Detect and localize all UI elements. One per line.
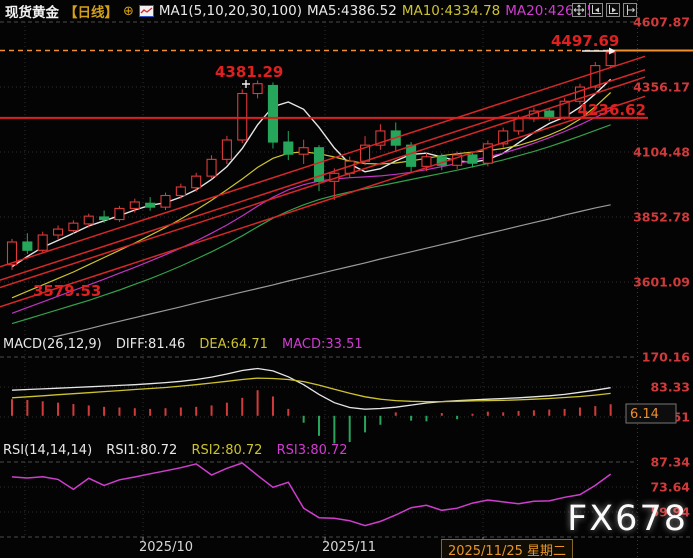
trendline bbox=[0, 55, 646, 268]
candle-body bbox=[574, 86, 586, 102]
candle-body bbox=[145, 202, 156, 208]
price-annotation: 3579.53 bbox=[33, 282, 101, 300]
macd-name: MACD(26,12,9) bbox=[3, 337, 102, 352]
chart-type-icon[interactable] bbox=[138, 5, 154, 17]
candle-body bbox=[298, 147, 309, 155]
price-axis-label: 3852.78 bbox=[633, 210, 690, 225]
candle-body bbox=[68, 222, 79, 232]
candle-body bbox=[52, 228, 64, 236]
rsi3-value: RSI3:80.72 bbox=[276, 443, 348, 458]
candle-body bbox=[267, 84, 279, 143]
candle-body bbox=[99, 216, 110, 221]
candle-body bbox=[421, 156, 432, 167]
trendline bbox=[0, 69, 646, 281]
chart-toolbar bbox=[572, 3, 637, 17]
time-label-oct: 2025/10 bbox=[138, 540, 194, 555]
candle-body bbox=[114, 207, 125, 221]
candle-body bbox=[237, 92, 248, 141]
candle-body bbox=[6, 241, 18, 266]
price-annotation: 4497.69 bbox=[551, 32, 619, 50]
candle-body bbox=[129, 201, 140, 209]
add-indicator-icon[interactable]: ⊕ bbox=[123, 3, 134, 19]
candle-body bbox=[283, 141, 294, 155]
candle-body bbox=[375, 130, 386, 146]
rsi1-value: RSI1:80.72 bbox=[106, 443, 178, 458]
candle-body bbox=[252, 83, 263, 95]
candle-body bbox=[221, 139, 232, 160]
price-axis-label: 4104.48 bbox=[633, 145, 690, 160]
pan-to-start-button[interactable] bbox=[589, 3, 603, 17]
macd-axis-label: 170.16 bbox=[642, 350, 691, 365]
ma-line-ma20 bbox=[11, 109, 611, 314]
move-tool-button[interactable] bbox=[572, 3, 586, 17]
arrow-head bbox=[609, 47, 616, 55]
time-label-current-date: 2025/11/25 星期二 bbox=[440, 539, 574, 558]
price-line-label: 4236.62 bbox=[578, 101, 646, 119]
candle-body bbox=[498, 130, 509, 145]
time-label-nov: 2025/11 bbox=[321, 540, 377, 555]
rsi-indicator-row: RSI(14,14,14) RSI1:80.72 RSI2:80.72 RSI3… bbox=[3, 443, 358, 458]
macd-diff-value: DIFF:81.46 bbox=[115, 337, 186, 352]
candle-body bbox=[482, 143, 493, 164]
rsi-axis-label: 73.64 bbox=[650, 480, 690, 495]
ma5-value: MA5:4386.52 bbox=[306, 3, 397, 19]
pan-to-end-button[interactable] bbox=[606, 3, 620, 17]
macd-dea-value: DEA:64.71 bbox=[199, 337, 268, 352]
price-annotation: 4381.29 bbox=[215, 63, 283, 81]
scroll-to-latest-button[interactable] bbox=[623, 3, 637, 17]
ma-line-ma100 bbox=[51, 204, 611, 337]
candle-body bbox=[605, 52, 616, 67]
candle-body bbox=[467, 154, 478, 164]
macd-dea-line bbox=[11, 377, 611, 403]
candle-body bbox=[191, 175, 202, 189]
candle-body bbox=[160, 194, 171, 208]
candle-body bbox=[206, 158, 217, 177]
candle-body bbox=[37, 234, 48, 251]
price-axis-label: 4607.87 bbox=[633, 15, 690, 30]
macd-macd-value: MACD:33.51 bbox=[282, 337, 363, 352]
rsi-line bbox=[11, 462, 612, 527]
candle-body bbox=[406, 144, 417, 167]
candle-body bbox=[590, 65, 601, 88]
ma-line-ma10 bbox=[11, 92, 612, 299]
symbol-name: 现货黄金 bbox=[5, 5, 59, 21]
macd-dif-line bbox=[11, 367, 611, 410]
candle-body bbox=[452, 154, 463, 166]
trendline bbox=[0, 76, 646, 289]
candle-body bbox=[513, 118, 524, 132]
period-label: 【日线】 bbox=[64, 5, 118, 21]
macd-indicator-row: MACD(26,12,9) DIFF:81.46 DEA:64.71 MACD:… bbox=[3, 337, 373, 352]
rsi-name: RSI(14,14,14) bbox=[3, 443, 93, 458]
candle-body bbox=[544, 110, 555, 118]
macd-axis-label: 83.33 bbox=[650, 380, 690, 395]
macd-current-value-box bbox=[625, 403, 677, 424]
time-axis: 2025/10 2025/11 2025/11/25 星期二 bbox=[0, 538, 693, 558]
candle-body bbox=[83, 215, 94, 225]
rsi2-value: RSI2:80.72 bbox=[191, 443, 263, 458]
ma10-value: MA10:4334.78 bbox=[401, 3, 501, 19]
ma-line-ma5 bbox=[11, 78, 612, 268]
ma-line-ma30 bbox=[11, 124, 611, 325]
candle-body bbox=[175, 186, 186, 197]
cross-marker bbox=[242, 80, 250, 88]
price-axis-label: 4356.17 bbox=[633, 80, 690, 95]
macd-current-value: 6.14 bbox=[630, 407, 659, 422]
ma-settings-label: MA1(5,10,20,30,100) bbox=[158, 3, 302, 19]
candle-body bbox=[22, 241, 33, 251]
price-axis-label: 3601.09 bbox=[633, 275, 690, 290]
rsi-axis-label: 87.34 bbox=[650, 455, 690, 470]
trendline bbox=[0, 95, 646, 308]
watermark-fx678: FX678 bbox=[567, 499, 688, 539]
rsi-axis-label: 59.94 bbox=[650, 505, 690, 520]
